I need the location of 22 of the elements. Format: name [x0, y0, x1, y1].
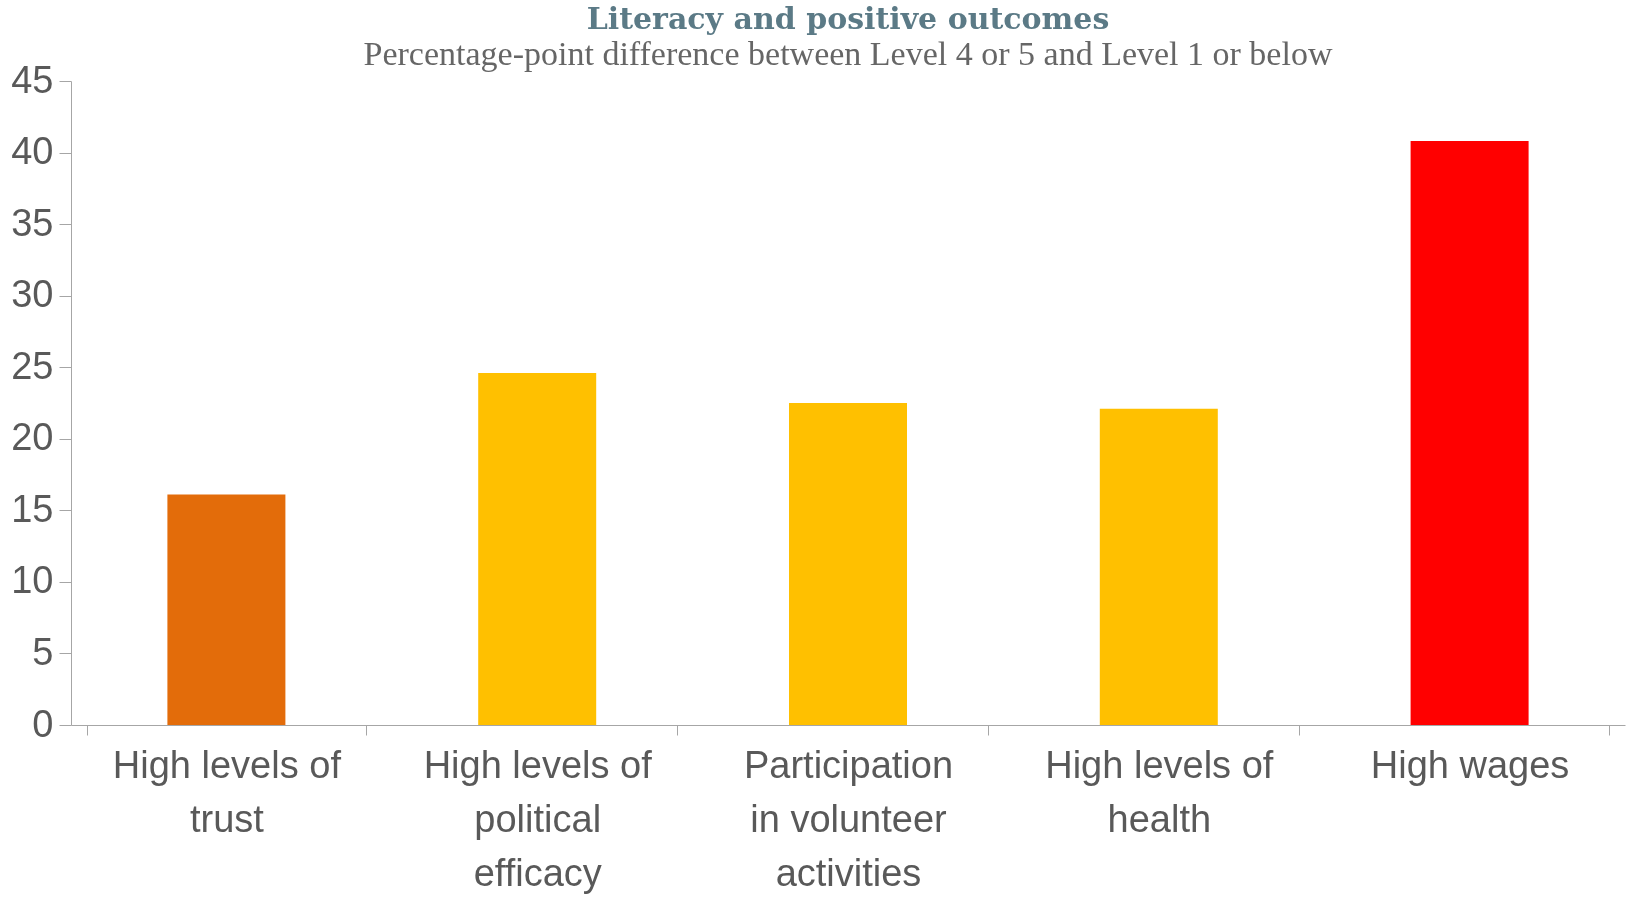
- y-tick-label: 30: [11, 273, 54, 316]
- x-tick-label: High levels of trust: [112, 743, 342, 840]
- bar: [167, 494, 286, 725]
- bar: [478, 372, 597, 725]
- chart-title: Literacy and positive outcomes: [586, 1, 1110, 36]
- bar: [1410, 141, 1529, 725]
- y-tick-label: 0: [32, 702, 54, 745]
- bar: [789, 403, 907, 725]
- x-tick-label: Participation in volunteer activities: [743, 743, 954, 894]
- y-tick-label: 40: [11, 130, 54, 173]
- y-tick-label: 20: [11, 416, 54, 459]
- y-tick-label: 35: [11, 201, 54, 244]
- bar: [1099, 408, 1218, 725]
- chart-subtitle: Percentage-point difference between Level 4 or 5 and Level 1 or below: [363, 35, 1333, 72]
- x-tick-label: High levels of health: [1045, 743, 1274, 840]
- y-tick-label: 45: [11, 58, 54, 101]
- x-tick-label: High wages: [1370, 743, 1570, 786]
- y-tick-label: 15: [11, 487, 54, 530]
- y-tick-label: 5: [32, 630, 54, 673]
- y-tick-label: 25: [11, 344, 54, 387]
- y-tick-label: 10: [11, 559, 54, 602]
- x-tick-label: High levels of political efficacy: [423, 743, 653, 894]
